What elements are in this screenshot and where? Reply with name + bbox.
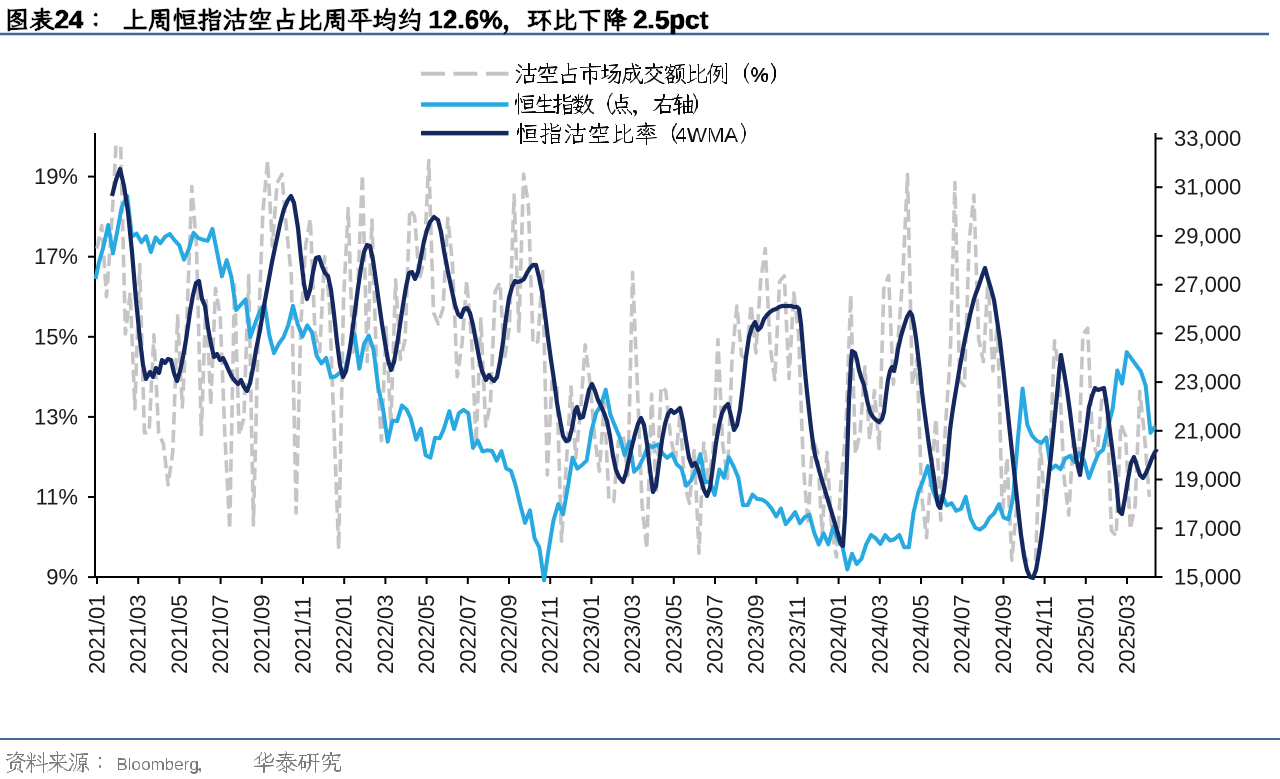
svg-text:11%: 11% (36, 485, 78, 510)
svg-text:2024/05: 2024/05 (909, 594, 934, 674)
svg-text:2023/01: 2023/01 (579, 594, 604, 674)
svg-text:2021/03: 2021/03 (126, 594, 151, 674)
svg-text:31,000: 31,000 (1174, 175, 1241, 200)
svg-text:2024/03: 2024/03 (867, 594, 892, 674)
svg-text:2024/07: 2024/07 (950, 594, 975, 674)
svg-text:29,000: 29,000 (1174, 223, 1241, 248)
svg-text:23,000: 23,000 (1174, 370, 1241, 395)
svg-text:13%: 13% (34, 404, 78, 429)
svg-text:2024/11: 2024/11 (1032, 596, 1057, 674)
svg-text:2025/03: 2025/03 (1115, 594, 1140, 674)
svg-text:2022/07: 2022/07 (455, 594, 480, 674)
svg-text:17,000: 17,000 (1174, 516, 1241, 541)
svg-text:21,000: 21,000 (1174, 418, 1241, 443)
svg-text:17%: 17% (34, 244, 78, 269)
svg-text:2021/07: 2021/07 (208, 594, 233, 674)
svg-text:2021/09: 2021/09 (249, 594, 274, 674)
svg-text:19%: 19% (34, 164, 78, 189)
svg-text:2024/09: 2024/09 (991, 594, 1016, 674)
svg-text:2022/01: 2022/01 (332, 594, 357, 674)
svg-text:2023/07: 2023/07 (703, 594, 728, 674)
svg-text:2021/05: 2021/05 (167, 594, 192, 674)
svg-text:19,000: 19,000 (1174, 467, 1241, 492)
svg-text:2023/11: 2023/11 (785, 596, 810, 674)
svg-text:2022/05: 2022/05 (414, 594, 439, 674)
svg-text:9%: 9% (46, 565, 78, 590)
svg-text:15,000: 15,000 (1174, 565, 1241, 590)
svg-text:2024/01: 2024/01 (826, 594, 851, 674)
svg-text:2022/03: 2022/03 (373, 594, 398, 674)
svg-text:2022/11: 2022/11 (538, 596, 563, 674)
svg-text:15%: 15% (34, 324, 78, 349)
svg-text:33,000: 33,000 (1174, 126, 1241, 151)
svg-text:25,000: 25,000 (1174, 321, 1241, 346)
svg-text:27,000: 27,000 (1174, 272, 1241, 297)
svg-text:2022/09: 2022/09 (497, 594, 522, 674)
svg-text:2023/09: 2023/09 (744, 594, 769, 674)
svg-text:2021/01: 2021/01 (85, 594, 110, 674)
svg-text:2021/11: 2021/11 (291, 596, 316, 674)
svg-text:2025/01: 2025/01 (1073, 594, 1098, 674)
svg-text:2023/05: 2023/05 (661, 594, 686, 674)
svg-text:2023/03: 2023/03 (620, 594, 645, 674)
